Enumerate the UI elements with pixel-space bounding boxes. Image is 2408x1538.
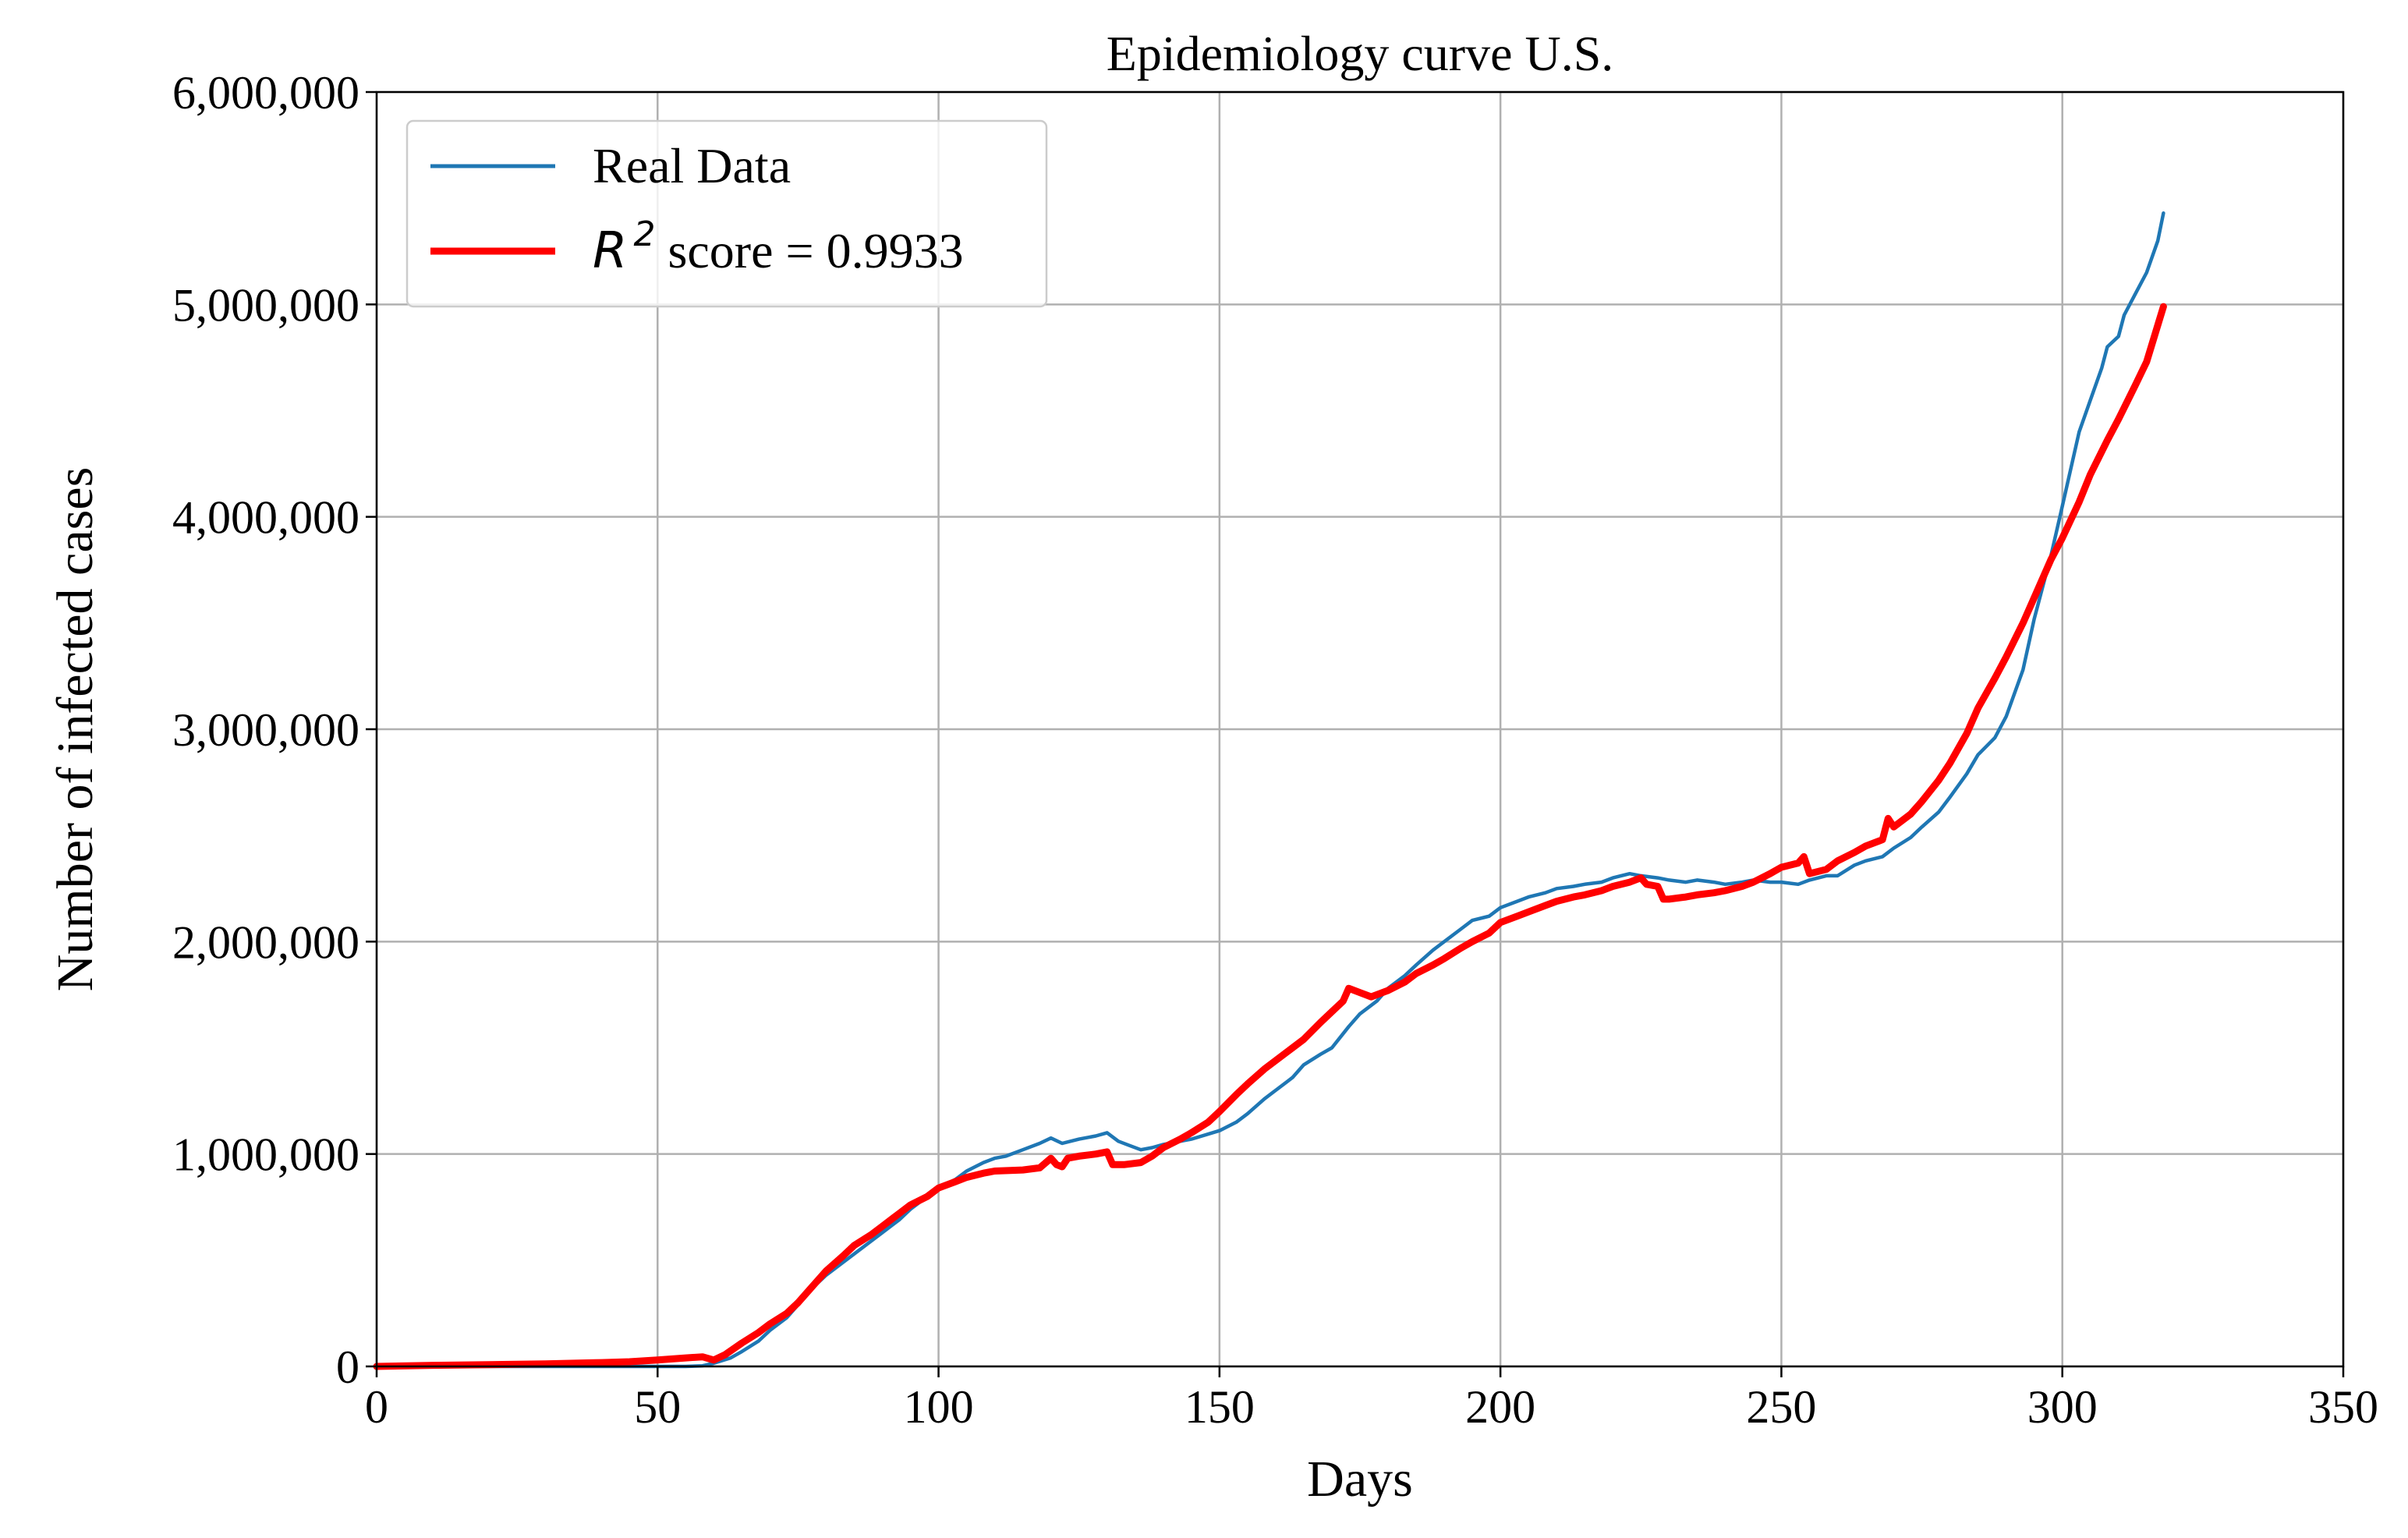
x-tick-label: 200: [1465, 1381, 1535, 1433]
grid: [375, 90, 2345, 1368]
y-tick-label: 4,000,000: [172, 492, 359, 544]
y-tick-label: 5,000,000: [172, 279, 359, 331]
chart-title: Epidemiology curve U.S.: [1107, 26, 1614, 81]
y-tick-label: 3,000,000: [172, 704, 359, 756]
fit-line: [373, 303, 2167, 1370]
y-tick-label: 2,000,000: [172, 916, 359, 968]
x-tick-label: 150: [1185, 1381, 1255, 1433]
legend-fit-score: score = 0.9933: [655, 223, 963, 278]
ticks: 0 50 100 150 200 250 300 350 0 1,000,000 2,000,000…: [172, 67, 2378, 1433]
x-tick-label: 250: [1746, 1381, 1816, 1433]
real-data-line: [374, 211, 2165, 1369]
y-tick-label: 6,000,000: [172, 67, 359, 119]
x-axis-title: Days: [1307, 1451, 1413, 1508]
legend-box: [405, 119, 1048, 308]
legend-fit-exponent: 2: [633, 214, 655, 254]
series-lines: [373, 211, 2167, 1370]
x-tick-label: 300: [2027, 1381, 2098, 1433]
y-axis-title: Number of infected cases: [47, 467, 104, 992]
legend-fit-math: R: [593, 222, 627, 280]
legend-real-data-label: Real Data: [593, 138, 791, 193]
x-tick-label: 100: [904, 1381, 974, 1433]
y-tick-label: 1,000,000: [172, 1129, 359, 1181]
x-tick-label: 50: [634, 1381, 681, 1433]
x-tick-label: 350: [2308, 1381, 2378, 1433]
y-tick-label: 0: [336, 1341, 359, 1393]
x-tick-label: 0: [365, 1381, 388, 1433]
